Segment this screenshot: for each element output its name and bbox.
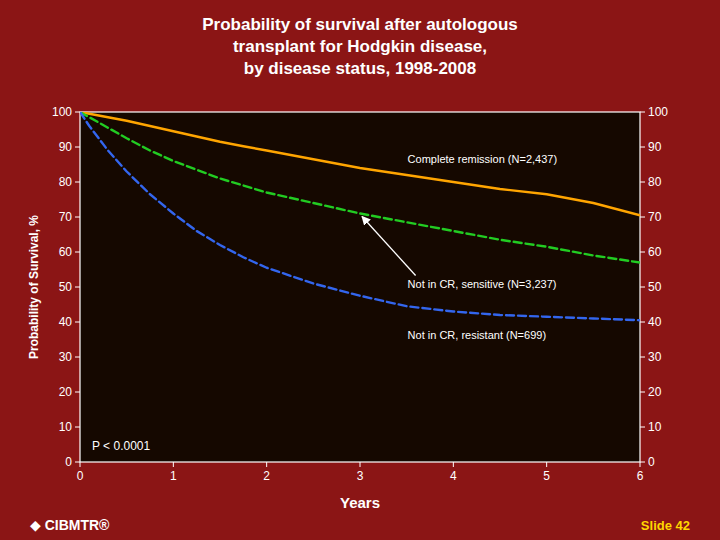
x-tick-label: 0: [77, 469, 84, 483]
x-tick: [453, 462, 454, 467]
y2-tick-label: 50: [648, 280, 662, 294]
y2-tick-label: 10: [648, 420, 662, 434]
plot-frame: [80, 112, 640, 462]
y-axis-label: Probability of Survival, %: [27, 215, 41, 359]
y2-tick: [640, 147, 645, 148]
title-line: by disease status, 1998-2008: [244, 59, 476, 78]
x-tick-label: 1: [170, 469, 177, 483]
p-value: P < 0.0001: [92, 439, 150, 453]
y-tick: [75, 287, 80, 288]
logo: ◆ CIBMTR®: [30, 517, 110, 533]
lines: [80, 112, 640, 320]
x-tick-label: 2: [263, 469, 270, 483]
y-tick-label: 30: [59, 350, 73, 364]
y-tick-label: 60: [59, 245, 73, 259]
x-axis-label: Years: [340, 494, 380, 511]
y-tick: [75, 322, 80, 323]
title-line: Probability of survival after autologous: [202, 15, 518, 34]
y2-tick: [640, 357, 645, 358]
y2-tick-label: 30: [648, 350, 662, 364]
y-tick: [75, 217, 80, 218]
y-tick-label: 10: [59, 420, 73, 434]
x-tick: [266, 462, 267, 467]
y2-tick: [640, 392, 645, 393]
y-tick: [75, 252, 80, 253]
x-tick-label: 5: [543, 469, 550, 483]
survival-line: [80, 112, 640, 263]
title: Probability of survival after autologous…: [202, 15, 518, 78]
y2-tick: [640, 217, 645, 218]
x-tick: [80, 462, 81, 467]
survival-line: [80, 112, 640, 215]
y2-tick-label: 0: [648, 455, 655, 469]
y-tick-label: 40: [59, 315, 73, 329]
y-tick-label: 100: [52, 105, 72, 119]
y-tick-label: 50: [59, 280, 73, 294]
y2-tick-label: 90: [648, 140, 662, 154]
chart: Probability of survival after autologous…: [0, 0, 720, 540]
y2-tick: [640, 427, 645, 428]
y2-tick-label: 40: [648, 315, 662, 329]
x-tick-label: 3: [357, 469, 364, 483]
y-tick-label: 90: [59, 140, 73, 154]
x-tick: [173, 462, 174, 467]
y2-tick: [640, 287, 645, 288]
series-annotation: Not in CR, sensitive (N=3,237): [408, 278, 557, 290]
y-tick-label: 20: [59, 385, 73, 399]
y2-tick-label: 60: [648, 245, 662, 259]
y2-tick: [640, 322, 645, 323]
y-tick-label: 80: [59, 175, 73, 189]
y2-tick: [640, 112, 645, 113]
y-tick: [75, 427, 80, 428]
x-tick: [640, 462, 641, 467]
y2-tick-label: 70: [648, 210, 662, 224]
x-tick: [546, 462, 547, 467]
x-tick-label: 6: [637, 469, 644, 483]
y-tick-label: 0: [65, 455, 72, 469]
y-tick: [75, 392, 80, 393]
y2-tick: [640, 182, 645, 183]
y2-tick: [640, 462, 645, 463]
plot-background: [80, 112, 640, 462]
survival-line: [80, 112, 640, 320]
y-tick: [75, 147, 80, 148]
y-tick: [75, 462, 80, 463]
background: [0, 0, 720, 540]
y-tick: [75, 182, 80, 183]
title-line: transplant for Hodgkin disease,: [233, 37, 487, 56]
y2-tick-label: 100: [648, 105, 668, 119]
y2-tick-label: 20: [648, 385, 662, 399]
series-annotation: Complete remission (N=2,437): [408, 153, 557, 165]
y-tick-label: 70: [59, 210, 73, 224]
x-tick-label: 4: [450, 469, 457, 483]
x-tick: [360, 462, 361, 467]
y2-tick-label: 80: [648, 175, 662, 189]
slide-number: Slide 42: [641, 518, 690, 533]
y-tick: [75, 112, 80, 113]
series-annotation: Not in CR, resistant (N=699): [408, 329, 546, 341]
y-tick: [75, 357, 80, 358]
annotation-arrow: [362, 217, 416, 276]
y2-tick: [640, 252, 645, 253]
